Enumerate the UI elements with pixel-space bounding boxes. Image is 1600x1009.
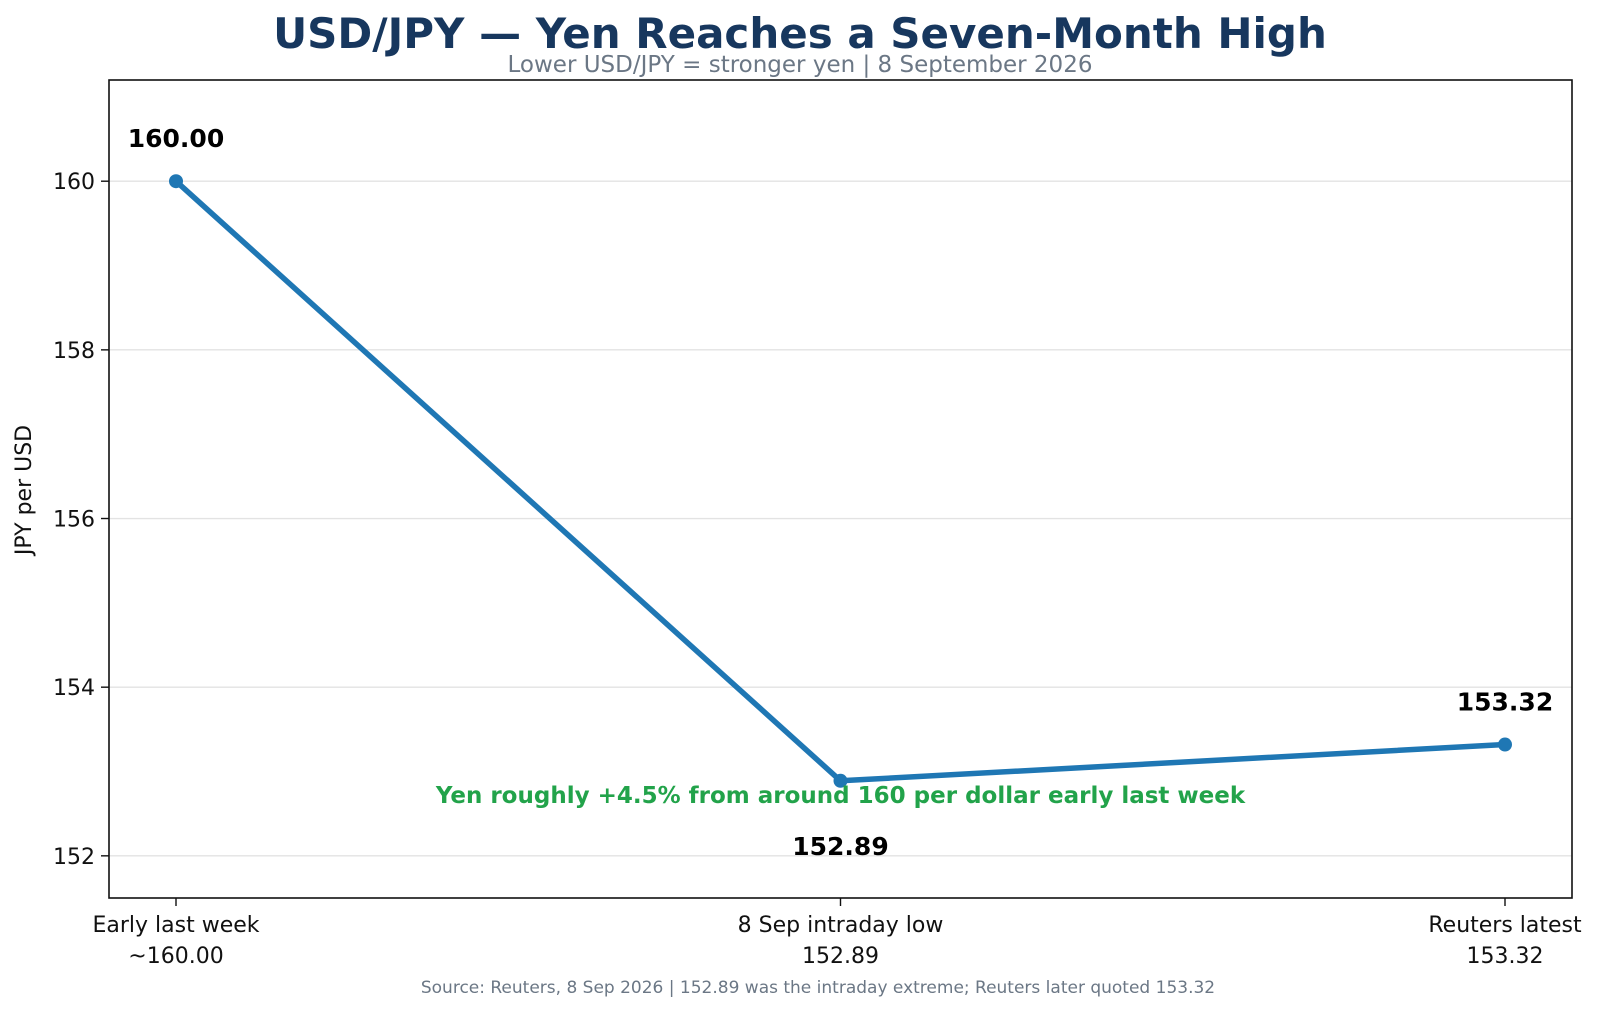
x-tick-label: 152.89 [802, 944, 879, 969]
x-tick-label: ~160.00 [128, 944, 223, 969]
x-tick-label: 153.32 [1467, 944, 1544, 969]
chart-annotation: Yen roughly +4.5% from around 160 per do… [435, 783, 1246, 809]
grid-layer [109, 180, 1572, 857]
y-tick-label: 160 [53, 170, 95, 195]
axis-layer: 152 154 156 158 160 Early last week ~160.00 8 S… [53, 79, 1582, 969]
chart-subtitle: Lower USD/JPY = stronger yen | 8 Septemb… [508, 52, 1093, 78]
chart-title: USD/JPY — Yen Reaches a Seven-Month High [273, 9, 1327, 58]
series-layer [169, 174, 1512, 788]
y-axis-label: JPY per USD [12, 425, 37, 557]
y-tick-label: 158 [53, 339, 95, 364]
data-label: 160.00 [128, 124, 224, 153]
y-tick-label: 152 [53, 845, 95, 870]
series-line [173, 178, 1508, 784]
y-tick-label: 156 [53, 508, 95, 533]
data-point [1498, 737, 1512, 752]
y-tick-label: 154 [53, 676, 95, 701]
x-tick-label: 8 Sep intraday low [738, 913, 944, 938]
x-tick-label: Early last week [92, 913, 259, 938]
data-label: 153.32 [1457, 688, 1553, 717]
x-tick-label: Reuters latest [1428, 913, 1582, 938]
data-label: 152.89 [792, 832, 888, 861]
data-point [833, 773, 848, 788]
data-point [169, 174, 183, 189]
source-footnote: Source: Reuters, 8 Sep 2026 | 152.89 was… [421, 978, 1215, 998]
label-layer: 160.00 152.89 153.32 [128, 124, 1553, 861]
